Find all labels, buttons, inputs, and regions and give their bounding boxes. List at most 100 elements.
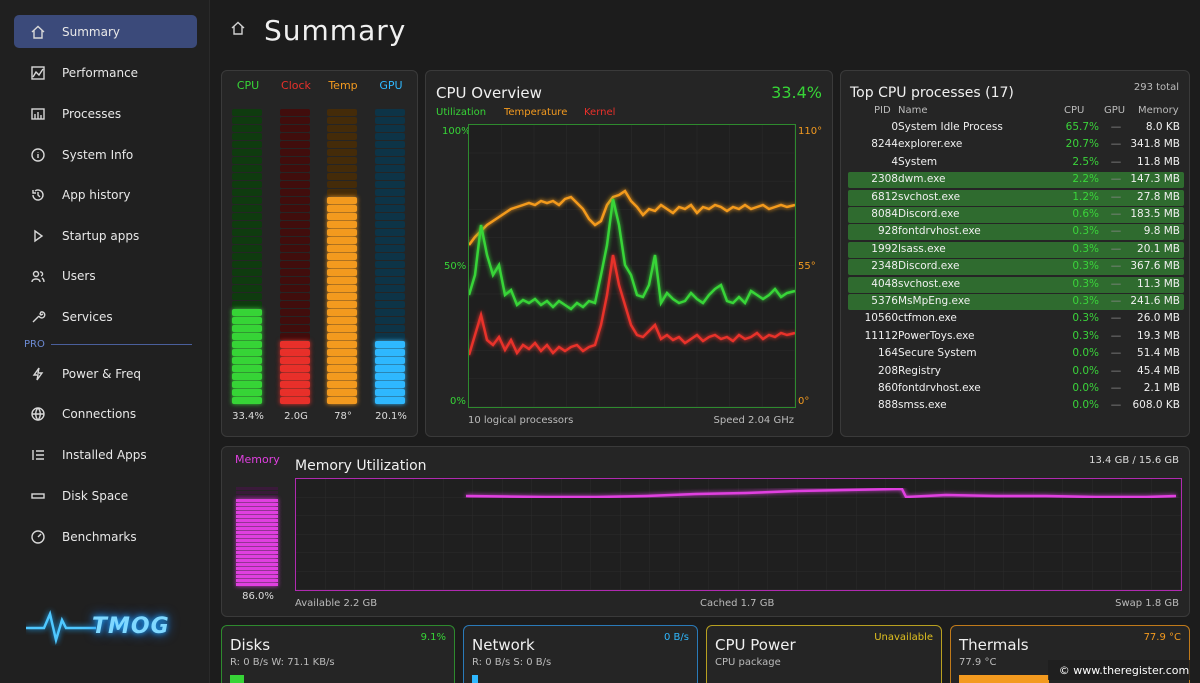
- sidebar-item-processes[interactable]: Processes: [14, 97, 197, 130]
- cpu-overview-title: CPU Overview: [436, 84, 542, 102]
- meter-segment: [375, 261, 405, 268]
- meter-segment: [375, 357, 405, 364]
- sidebar-item-startup-apps[interactable]: Startup apps: [14, 219, 197, 252]
- thermals-sub: 77.9 °C: [959, 657, 997, 668]
- memory-segment: [236, 507, 278, 510]
- memory-panel[interactable]: Memory Memory Utilization 13.4 GB / 15.6…: [221, 446, 1190, 617]
- process-row[interactable]: 860 fontdrvhost.exe 0.0% — 2.1 MB: [848, 381, 1184, 397]
- meter-segment: [375, 181, 405, 188]
- memory-segment: [236, 567, 278, 570]
- process-row[interactable]: 4048 svchost.exe 0.3% — 11.3 MB: [848, 276, 1184, 293]
- process-row[interactable]: 5376 MsMpEng.exe 0.3% — 241.6 MB: [848, 294, 1184, 310]
- process-pid: 4048: [871, 277, 898, 290]
- home-icon[interactable]: [230, 20, 246, 40]
- meter-segment: [232, 125, 262, 132]
- column-header-name[interactable]: Name: [898, 105, 928, 116]
- process-row[interactable]: 0 System Idle Process 65.7% — 8.0 KB: [848, 120, 1184, 136]
- network-panel[interactable]: Network 0 B/s R: 0 B/s S: 0 B/s: [463, 625, 698, 683]
- meter-segment: [375, 221, 405, 228]
- meter-segment: [327, 157, 357, 164]
- memory-segment: [236, 491, 278, 494]
- meter-segment: [280, 277, 310, 284]
- memory-segment: [236, 539, 278, 542]
- column-header-cpu[interactable]: CPU: [1064, 105, 1085, 116]
- sidebar-item-power-freq[interactable]: Power & Freq: [14, 357, 197, 390]
- meter-segment: [327, 341, 357, 348]
- meter-segment: [327, 213, 357, 220]
- sidebar-item-app-history[interactable]: App history: [14, 178, 197, 211]
- processes-icon: [28, 104, 48, 124]
- column-header-pid[interactable]: PID: [874, 105, 891, 116]
- meter-segment: [232, 237, 262, 244]
- sidebar-item-summary[interactable]: Summary: [14, 15, 197, 48]
- sidebar-item-installed-apps[interactable]: Installed Apps: [14, 438, 197, 471]
- disks-panel[interactable]: Disks 9.1% R: 0 B/s W: 71.1 KB/s: [221, 625, 455, 683]
- column-header-memory[interactable]: Memory: [1138, 105, 1179, 116]
- meter-segment: [327, 365, 357, 372]
- cpu-overview-panel[interactable]: CPU Overview 33.4% Utilization Temperatu…: [425, 70, 833, 437]
- process-row[interactable]: 1992 lsass.exe 0.3% — 20.1 MB: [848, 241, 1184, 258]
- sidebar-item-services[interactable]: Services: [14, 300, 197, 333]
- meter-segment: [232, 173, 262, 180]
- bolt-icon: [28, 364, 48, 384]
- memory-segment: [236, 499, 278, 502]
- meter-segment: [375, 213, 405, 220]
- memory-line: [465, 487, 1177, 499]
- meter-segment: [375, 125, 405, 132]
- process-row[interactable]: 164 Secure System 0.0% — 51.4 MB: [848, 346, 1184, 362]
- sidebar-item-benchmarks[interactable]: Benchmarks: [14, 520, 197, 553]
- process-name: PowerToys.exe: [898, 329, 975, 342]
- meter-segment: [232, 141, 262, 148]
- process-gpu: —: [1110, 155, 1122, 168]
- logical-processors: 10 logical processors: [468, 415, 574, 426]
- meter-segment: [375, 317, 405, 324]
- meter-segment: [280, 157, 310, 164]
- meter-segment: [375, 133, 405, 140]
- sidebar-item-label: Startup apps: [62, 228, 140, 243]
- process-gpu: —: [1110, 364, 1122, 377]
- sidebar-item-performance[interactable]: Performance: [14, 56, 197, 89]
- process-pid: 4: [891, 155, 898, 168]
- process-row[interactable]: 11112 PowerToys.exe 0.3% — 19.3 MB: [848, 329, 1184, 345]
- process-gpu: —: [1110, 329, 1122, 342]
- cpu-power-panel[interactable]: CPU Power Unavailable CPU package: [706, 625, 942, 683]
- process-row[interactable]: 6812 svchost.exe 1.2% — 27.8 MB: [848, 189, 1184, 206]
- process-memory: 8.0 KB: [1145, 121, 1180, 133]
- process-pid: 208: [877, 364, 898, 377]
- play-icon: [28, 226, 48, 246]
- process-row[interactable]: 888 smss.exe 0.0% — 608.0 KB: [848, 398, 1184, 414]
- sidebar-item-label: Power & Freq: [62, 366, 141, 381]
- memory-segment: [236, 563, 278, 566]
- column-header-gpu[interactable]: GPU: [1104, 105, 1126, 116]
- process-row[interactable]: 928 fontdrvhost.exe 0.3% — 9.8 MB: [848, 224, 1184, 241]
- memory-segment: [236, 515, 278, 518]
- sidebar-item-label: Benchmarks: [62, 529, 137, 544]
- sidebar-item-system-info[interactable]: System Info: [14, 138, 197, 171]
- list-icon: [28, 445, 48, 465]
- process-memory: 241.6 MB: [1130, 295, 1180, 307]
- process-row[interactable]: 10560 ctfmon.exe 0.3% — 26.0 MB: [848, 311, 1184, 327]
- process-pid: 10560: [864, 312, 898, 325]
- process-row[interactable]: 8084 Discord.exe 0.6% — 183.5 MB: [848, 207, 1184, 223]
- process-gpu: —: [1110, 208, 1122, 220]
- meter-segment: [280, 245, 310, 252]
- process-memory: 45.4 MB: [1137, 364, 1180, 377]
- process-pid: 8244: [871, 138, 898, 151]
- sidebar-item-users[interactable]: Users: [14, 259, 197, 292]
- meter-segment: [327, 125, 357, 132]
- process-pid: 1992: [871, 242, 898, 255]
- sidebar-item-connections[interactable]: Connections: [14, 397, 197, 430]
- meter-segment: [232, 365, 262, 372]
- process-cpu: 2.5%: [1072, 155, 1099, 168]
- meter-segment: [327, 269, 357, 276]
- memory-segment: [236, 555, 278, 558]
- process-row[interactable]: 208 Registry 0.0% — 45.4 MB: [848, 364, 1184, 380]
- process-row[interactable]: 2308 dwm.exe 2.2% — 147.3 MB: [848, 172, 1184, 189]
- sidebar-item-disk-space[interactable]: Disk Space: [14, 479, 197, 512]
- memory-title: Memory Utilization: [295, 458, 427, 474]
- process-row[interactable]: 4 System 2.5% — 11.8 MB: [848, 155, 1184, 171]
- process-row[interactable]: 2348 Discord.exe 0.3% — 367.6 MB: [848, 259, 1184, 276]
- process-row[interactable]: 8244 explorer.exe 20.7% — 341.8 MB: [848, 137, 1184, 153]
- tmog-logo: TMOG: [26, 606, 186, 646]
- meter-segment: [375, 397, 405, 404]
